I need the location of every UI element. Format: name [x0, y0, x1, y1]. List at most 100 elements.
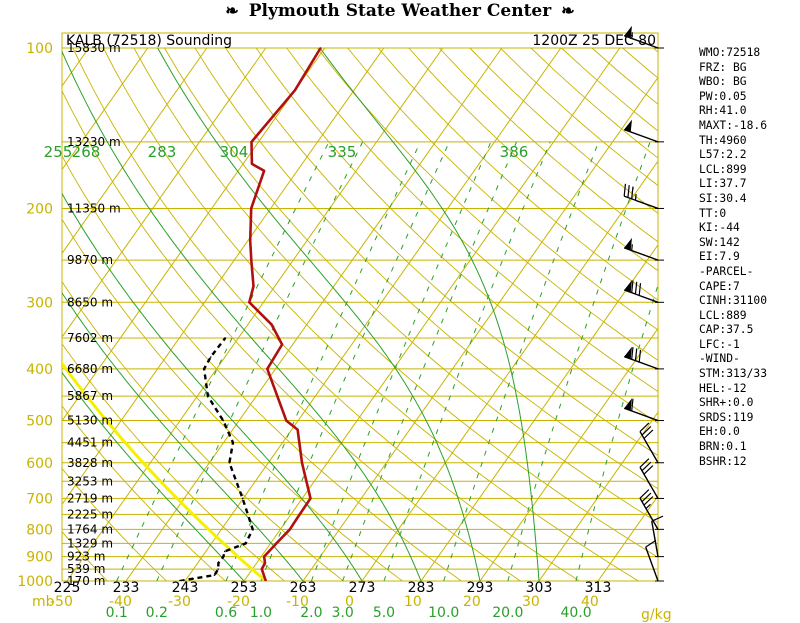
dry-adiabat-line — [62, 405, 226, 581]
temperature-tick-label: -20 — [227, 594, 250, 610]
temperature-point — [281, 343, 284, 346]
wind-barb-staff — [639, 431, 659, 464]
mixing-ratio-label: 0.2 — [146, 605, 168, 621]
wind-barb-half — [634, 194, 637, 201]
sounding-traces — [62, 47, 322, 581]
height-label: 15830 m — [67, 41, 121, 55]
kelvin-tick-label: 303 — [526, 580, 553, 596]
wind-barb-half — [631, 244, 633, 251]
pressure-tick-label: 100 — [26, 41, 53, 57]
mixing-ratio-line — [310, 141, 492, 581]
wind-barb-full — [641, 461, 652, 472]
dewpoint-point — [244, 542, 247, 545]
wind-barb-full — [634, 348, 638, 361]
index-item: L57:2.2 — [699, 148, 747, 162]
dry-adiabat-line — [62, 280, 344, 581]
wind-barb-full — [643, 465, 654, 475]
wind-barb-staff — [623, 195, 659, 210]
kelvin-tick-label: 225 — [54, 580, 81, 596]
isotherm-line — [538, 411, 658, 581]
mixing-ratio-line — [156, 141, 364, 581]
wind-barb-staff — [639, 497, 659, 530]
theta-e-label: 335 — [328, 143, 357, 161]
temperature-tick-label: 20 — [463, 594, 481, 610]
temperature-tick-label: -50 — [50, 594, 73, 610]
height-label: 11350 m — [67, 201, 121, 215]
mixing-ratio-label: 40.0 — [560, 605, 591, 621]
dewpoint-point — [213, 574, 216, 576]
wind-barb-full — [634, 281, 638, 295]
dry-adiabat-line — [62, 154, 462, 581]
dry-adiabat-line — [408, 47, 658, 272]
wind-barb — [651, 515, 664, 558]
wind-barb-staff — [651, 521, 659, 557]
index-item: LFC:-1 — [699, 337, 740, 351]
moist-adiabat-line — [319, 47, 540, 581]
isotherm-line — [62, 47, 149, 171]
moist-adiabat-line — [157, 47, 481, 581]
height-label: 2719 m — [67, 491, 113, 505]
gkg-label: g/kg — [641, 607, 672, 623]
theta-e-label: 304 — [220, 143, 249, 161]
isotherm-line — [66, 47, 444, 581]
temperature-point — [264, 562, 266, 564]
dry-adiabat-line — [62, 467, 167, 581]
height-label: 3253 m — [67, 474, 113, 488]
kelvin-tick-label: 283 — [408, 580, 435, 596]
height-label: 3828 m — [67, 456, 113, 470]
temperature-tick-label: -40 — [109, 594, 132, 610]
mixing-ratio-line — [342, 141, 517, 581]
dry-adiabat-line — [316, 47, 658, 361]
mixing-ratio-label: 1.0 — [250, 605, 272, 621]
wind-barb-flag — [624, 25, 632, 39]
theta-e-label: 386 — [500, 143, 529, 161]
temperature-point — [263, 169, 266, 172]
pressure-tick-label: 700 — [26, 491, 53, 507]
height-label: 13230 m — [67, 135, 121, 149]
height-label: 2225 m — [67, 507, 113, 521]
dry-adiabat-line — [255, 47, 658, 424]
wind-barb-full — [631, 346, 634, 360]
dry-adiabat-line — [72, 47, 580, 581]
wind-barb-staff — [623, 128, 659, 143]
theta-e-label: 283 — [148, 143, 177, 161]
wind-barb-full — [639, 458, 650, 468]
mb-label: mb — [32, 594, 55, 610]
height-label: 8650 m — [67, 295, 113, 309]
dewpoint-point — [192, 577, 194, 580]
index-item: SRDS:119 — [699, 410, 754, 424]
wind-barb-full — [641, 492, 652, 503]
temperature-point — [252, 285, 255, 288]
index-item: SW:142 — [699, 235, 740, 249]
wind-barb-full — [631, 280, 634, 293]
theta-e-label: 255 — [44, 143, 73, 161]
isotherm-line — [479, 327, 658, 581]
pressure-tick-label: 500 — [26, 414, 53, 430]
kelvin-tick-label: 243 — [172, 580, 199, 596]
height-label: 923 m — [67, 550, 105, 564]
isotherm-line — [62, 47, 267, 338]
wind-barb — [623, 25, 664, 49]
isotherm-line — [62, 47, 208, 255]
index-item: EH:0.0 — [699, 425, 740, 439]
index-item: -WIND- — [699, 352, 740, 366]
index-item: CAPE:7 — [699, 279, 740, 293]
temperature-point — [266, 367, 269, 370]
dewpoint-point — [251, 528, 254, 531]
hurricane-symbol-icon: ❧ — [225, 1, 239, 20]
index-item: -PARCEL- — [699, 264, 754, 278]
isotherm-line — [62, 47, 326, 422]
wind-barbs — [623, 25, 664, 582]
pressure-tick-label: 1000 — [17, 574, 53, 590]
wind-barb-flag — [624, 398, 632, 411]
temperature-tick-label: 40 — [581, 594, 599, 610]
dry-adiabat-line — [62, 89, 521, 581]
page-header: ❧ Plymouth State Weather Center ❧ — [0, 0, 800, 24]
index-item: STM:313/33 — [699, 367, 768, 381]
kelvin-tick-label: 263 — [290, 580, 317, 596]
wind-barb-flag — [624, 346, 632, 359]
index-item: WMO:72518 — [699, 46, 761, 59]
dry-adiabat-line — [62, 218, 403, 581]
index-item: MAXT:-18.6 — [699, 118, 768, 132]
